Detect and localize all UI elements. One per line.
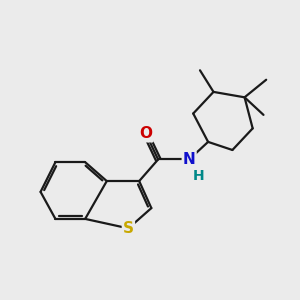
Text: H: H [193, 169, 204, 183]
Text: O: O [140, 126, 152, 141]
Text: S: S [123, 221, 134, 236]
Text: N: N [183, 152, 196, 167]
